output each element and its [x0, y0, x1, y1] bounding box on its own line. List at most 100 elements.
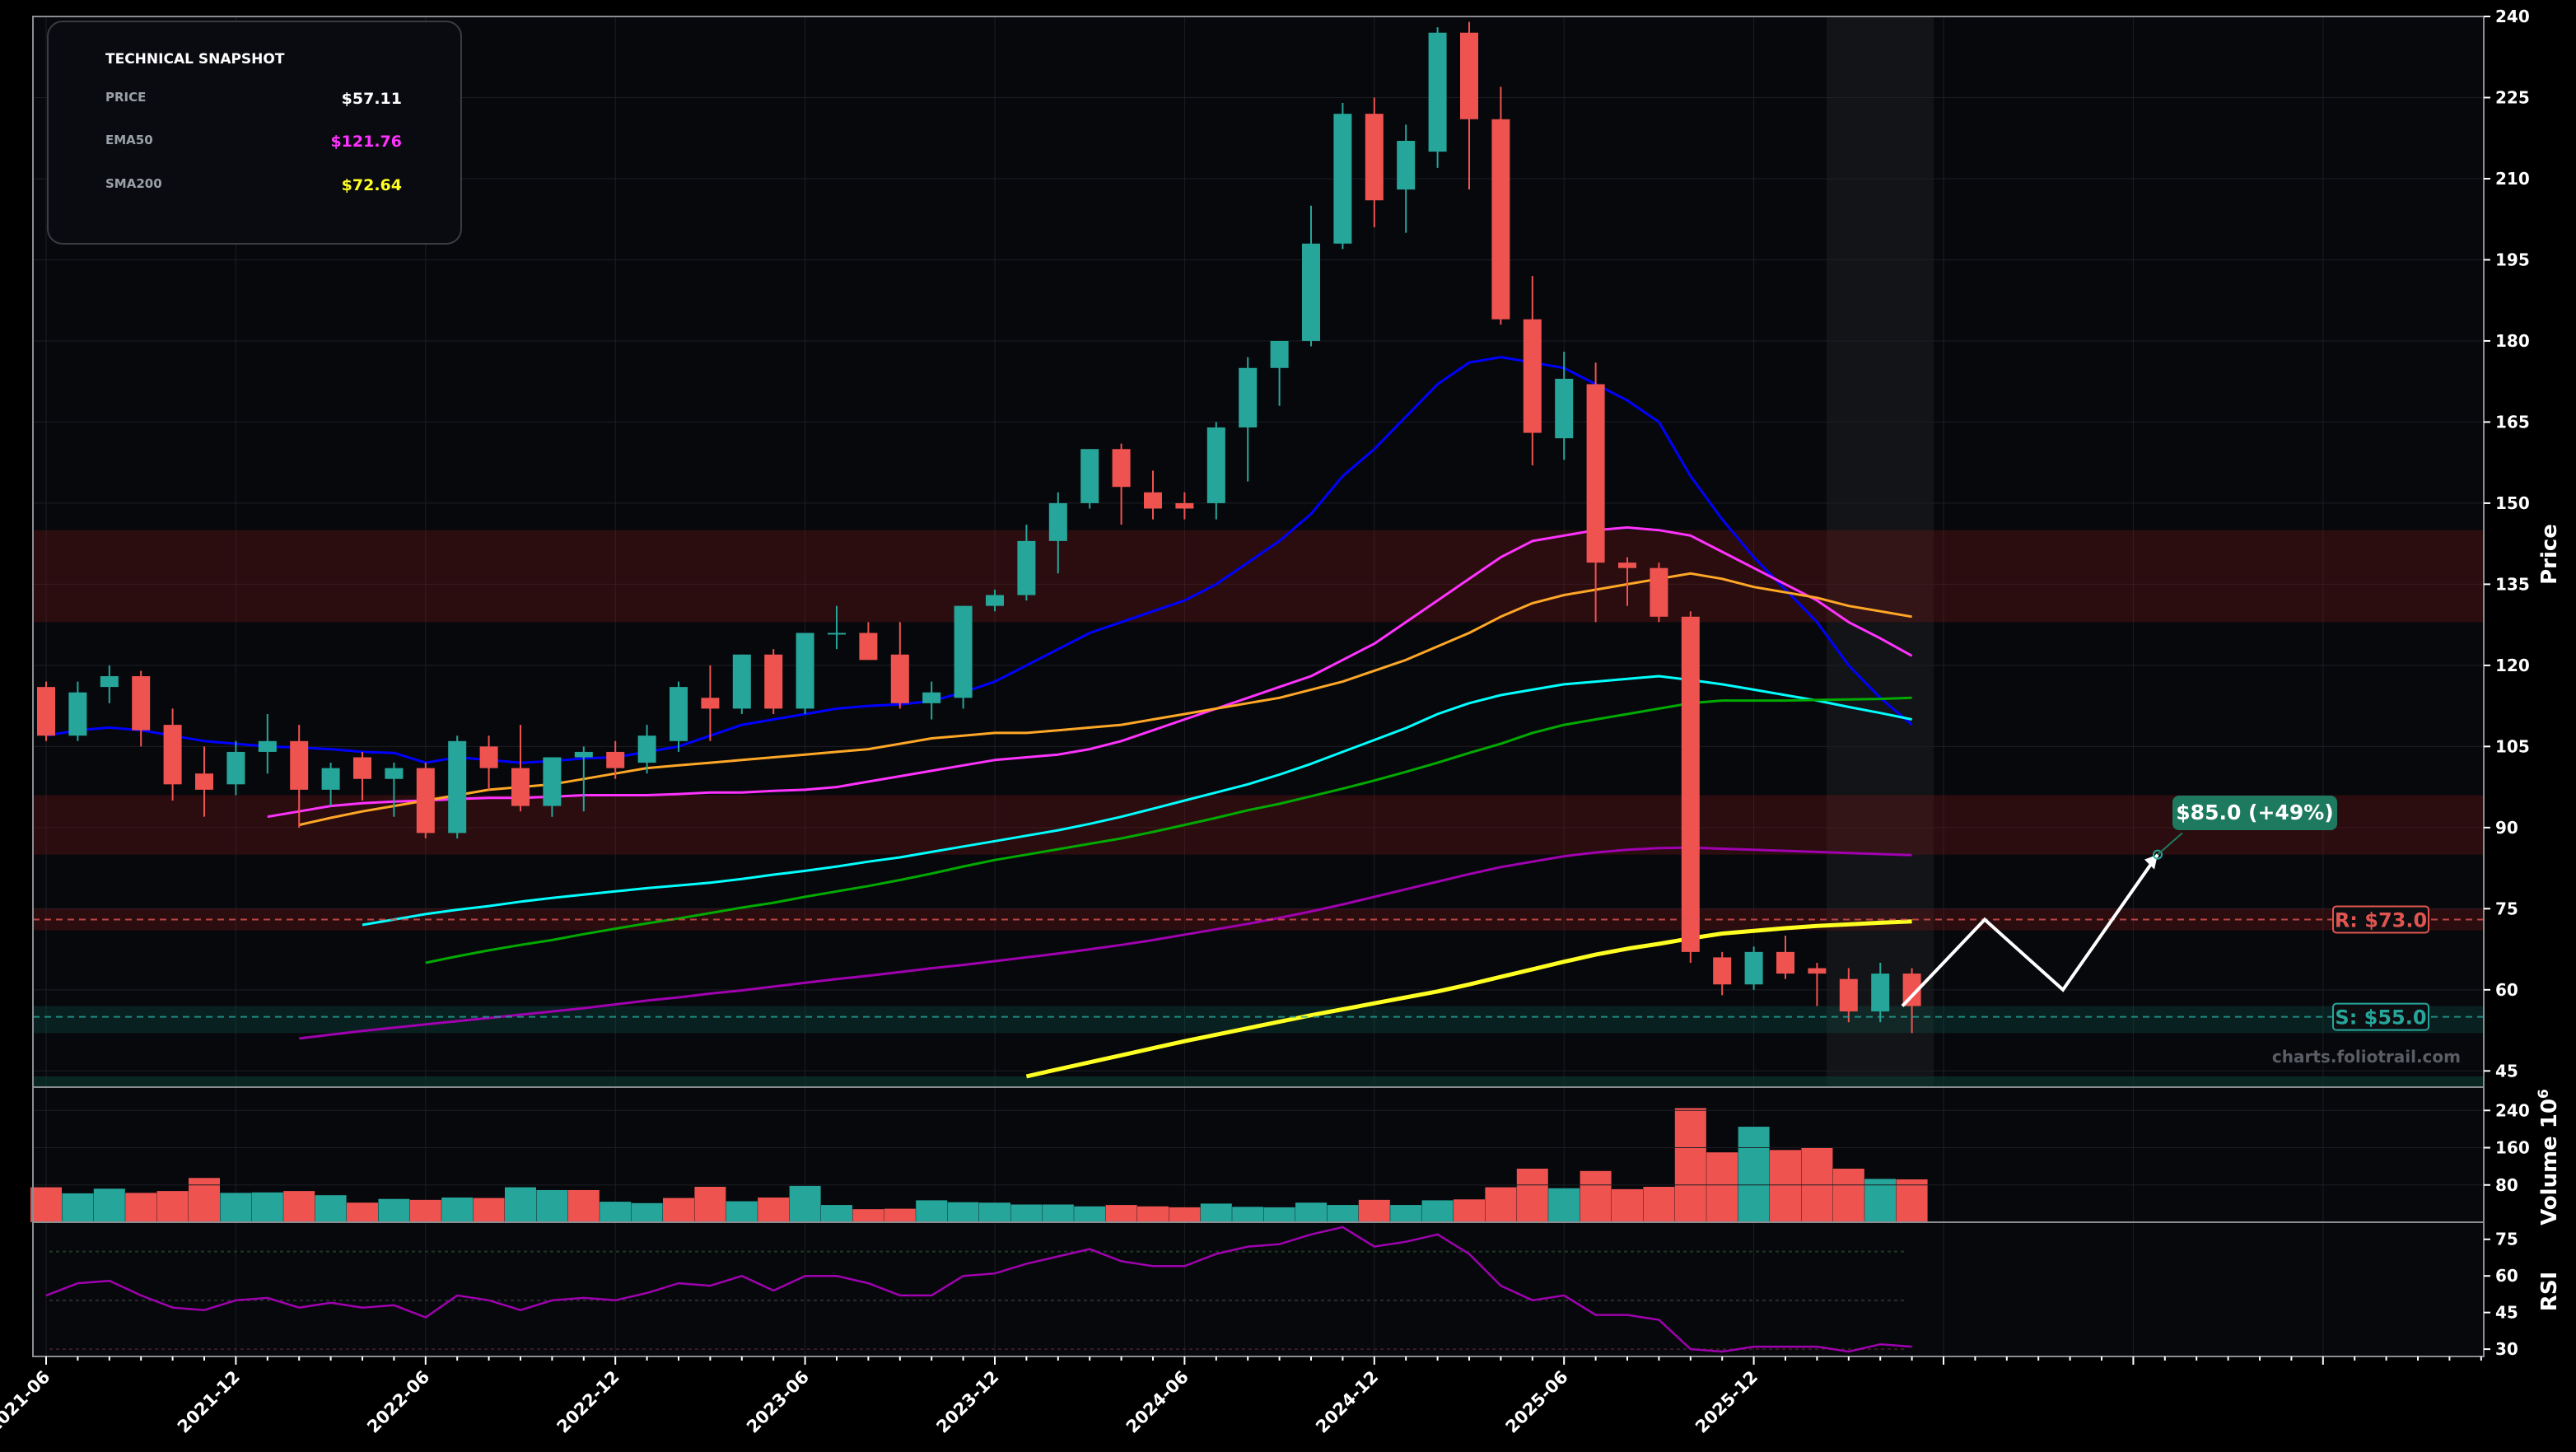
price-tick-label: 150 [2495, 493, 2530, 513]
candle-body [1586, 384, 1605, 563]
volume-bar [1358, 1199, 1390, 1222]
candle-body [1491, 119, 1510, 320]
snapshot-title: TECHNICAL SNAPSHOT [105, 51, 285, 68]
volume-bar [1263, 1207, 1295, 1222]
candle-body [1681, 616, 1700, 952]
candle-body [732, 654, 751, 709]
volume-bar [1295, 1202, 1327, 1222]
ema50-line [267, 526, 1913, 819]
candle-body [226, 751, 245, 785]
volume-bar [441, 1198, 474, 1222]
candle-body [353, 757, 371, 779]
rsi-tick-label: 60 [2495, 1266, 2518, 1286]
candle-body [1112, 449, 1131, 488]
candle-body [637, 735, 656, 763]
volume-bar [1896, 1179, 1928, 1222]
candle-body [258, 740, 277, 752]
volume-bar [1169, 1207, 1201, 1222]
candle-body [1776, 951, 1794, 974]
candle-body [1713, 957, 1732, 985]
volume-bar [1010, 1204, 1043, 1222]
volume-bar [1485, 1187, 1517, 1222]
volume-bar [916, 1200, 948, 1222]
volume-bar [1074, 1206, 1106, 1222]
snapshot-panel [47, 21, 462, 245]
candle-body [1523, 319, 1542, 433]
rsi-panel [45, 1226, 1912, 1353]
volume-bar [1738, 1127, 1770, 1222]
snapshot-box: TECHNICAL SNAPSHOT PRICE $57.11 EMA50 $1… [47, 21, 462, 245]
panel-frame [32, 1221, 2485, 1357]
volume-bar [409, 1199, 441, 1222]
volume-bar [1042, 1204, 1074, 1222]
rsi-line [45, 1226, 1912, 1353]
resistance-label: R: $73.0 [2335, 908, 2427, 931]
volume-bar [1105, 1205, 1137, 1222]
candle-body [1048, 502, 1067, 541]
support-label-box [2332, 1002, 2429, 1031]
rsi-tick-label: 30 [2495, 1339, 2518, 1359]
candle-body [479, 746, 498, 768]
sma20-line [362, 675, 1912, 927]
candle-body [195, 773, 213, 790]
volume-bar [251, 1192, 283, 1222]
zone-support [33, 1006, 2484, 1034]
volume-bar [789, 1185, 821, 1222]
volume-bar [1580, 1170, 1612, 1222]
zone-resistance [33, 795, 2484, 855]
volume-bar [1454, 1199, 1485, 1222]
target-box [2172, 796, 2337, 830]
resistance-label-box [2332, 905, 2429, 934]
volume-bar [1770, 1150, 1801, 1222]
volume-panel [33, 1087, 2484, 1222]
sma100-line [299, 846, 1912, 1040]
price-tick-label: 60 [2495, 980, 2518, 1000]
snapshot-ema50-value: $121.76 [330, 133, 402, 151]
candle-body [1428, 32, 1447, 152]
candle-body [922, 692, 941, 703]
volume-bar [1327, 1205, 1359, 1222]
volume-bar [1200, 1203, 1232, 1222]
volume-bar [62, 1193, 94, 1222]
volume-bar [884, 1208, 916, 1222]
sma200-line [1025, 919, 1912, 1079]
price-tick-label: 90 [2495, 818, 2518, 838]
candle-body [859, 633, 878, 661]
support-label: S: $55.0 [2335, 1006, 2426, 1029]
y-axis-titles: Price Volume 106 RSI [2536, 524, 2562, 1311]
volume-bar [220, 1193, 252, 1222]
rsi-panel-bg [33, 1222, 2484, 1356]
snapshot-ema50-label: EMA50 [105, 133, 153, 147]
rsi-tick-label: 75 [2495, 1230, 2518, 1249]
volume-bars [30, 1108, 2484, 1222]
candle-body [416, 768, 435, 833]
candle-body [1397, 141, 1416, 190]
candle-body [68, 692, 87, 736]
price-tick-label: 120 [2495, 656, 2530, 675]
volume-bar [979, 1202, 1010, 1222]
target-marker [2153, 849, 2163, 860]
candle-body [1744, 951, 1763, 985]
candle-body [511, 768, 530, 806]
candle-body [1206, 427, 1225, 503]
volume-bar [947, 1202, 979, 1222]
price-tick-label: 240 [2495, 7, 2530, 26]
candle-body [764, 654, 783, 709]
candle-body [385, 768, 404, 779]
snapshot-price-label: PRICE [105, 90, 146, 105]
candle-body [543, 757, 562, 806]
target-leader [2157, 832, 2183, 856]
price-axis-title: Price [2537, 524, 2562, 585]
volume-bar [1390, 1205, 1422, 1222]
candle-body [163, 725, 182, 785]
volume-tick-label: 160 [2495, 1138, 2530, 1158]
candle-body [1365, 114, 1384, 201]
volume-bar [283, 1191, 315, 1222]
candle-body [1175, 502, 1194, 509]
volume-bar [1706, 1152, 1738, 1222]
watermark: charts.foliotrail.com [2272, 1047, 2461, 1067]
volume-bar [30, 1187, 62, 1222]
candle-body [1902, 973, 1921, 1006]
projection-path [1901, 853, 2159, 1007]
